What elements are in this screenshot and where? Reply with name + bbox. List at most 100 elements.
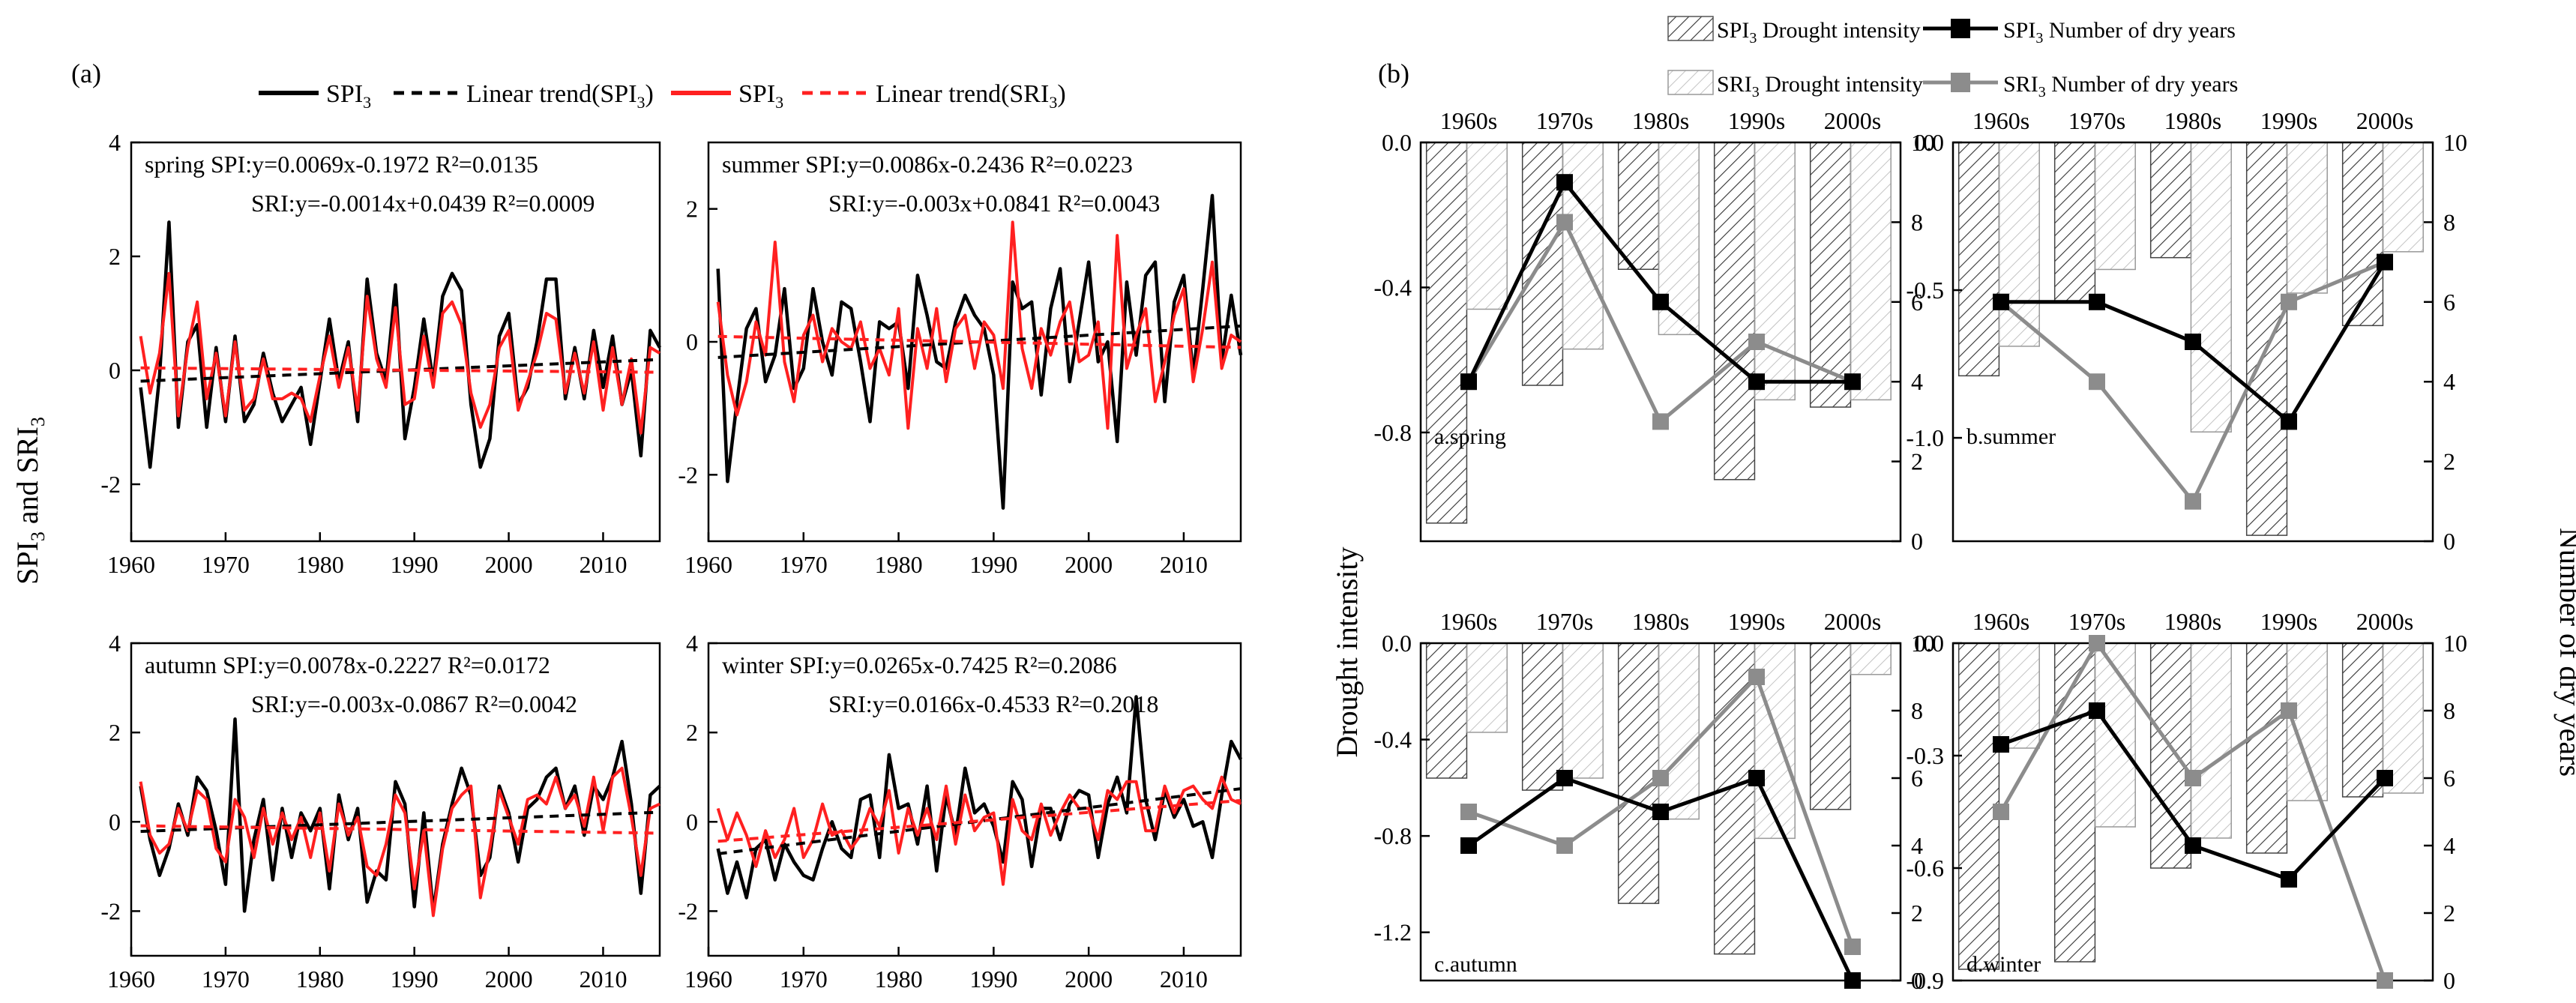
category-label: 1970s (1536, 107, 1593, 134)
category-label: 1980s (1632, 107, 1689, 134)
marker-spi3-dry-years (1993, 736, 2009, 753)
x-tick-label: 1990 (969, 966, 1017, 993)
bar-sri3-intensity (1998, 642, 2040, 749)
y-tick-label: -2 (100, 471, 121, 498)
x-tick-label: 1980 (875, 551, 923, 578)
marker-sri3-dry-years (1556, 837, 1573, 854)
legend-b-sri-intensity: SRI3 Drought intensity (1717, 72, 1923, 100)
x-tick-label: 1980 (296, 551, 344, 578)
equation-annotation: SRI:y=-0.0014x+0.0439 R²=0.0009 (251, 190, 595, 217)
marker-spi3-dry-years (2185, 837, 2201, 854)
y2-tick-label: 4 (1911, 832, 1923, 859)
marker-spi3-dry-years (2089, 702, 2105, 719)
y-tick-label: 4 (109, 129, 121, 156)
season-label: b.summer (1966, 424, 2056, 449)
marker-spi3-dry-years (1993, 293, 2009, 310)
bar-spi3-intensity (1809, 642, 1852, 810)
x-tick-label: 1970 (780, 966, 828, 993)
bar-spi3-intensity (1425, 142, 1468, 524)
y-tick-label: 4 (109, 630, 121, 657)
y-tick-label: 0.0 (1914, 129, 1944, 156)
y-tick-label: -0.4 (1373, 726, 1412, 753)
bar-spi3-intensity (2149, 142, 2192, 259)
legend-b-spi-dry: SPI3 Number of dry years (2003, 18, 2236, 46)
category-label: 1960s (1440, 107, 1497, 134)
bar-sri3-intensity (2382, 142, 2424, 253)
legend-spi-label: SPI3 (326, 80, 371, 112)
bar-spi3-intensity (1617, 142, 1660, 271)
x-tick-label: 2000 (485, 551, 533, 578)
line-panel-a-autumn: 1960 1970 1980 1990 2000 2010 -2 0 2 4 autumn SPI:… (100, 630, 661, 993)
y2-tick-label: 6 (2443, 765, 2455, 792)
legend-sri-trend-label: Linear trend(SRI3) (876, 80, 1066, 112)
bar-spi3-intensity (1713, 142, 1756, 481)
bar-spi3-intensity (1957, 642, 2000, 970)
x-tick-label: 1980 (296, 966, 344, 993)
bar-spi3-intensity (2245, 642, 2288, 854)
x-tick-label: 1970 (202, 551, 250, 578)
bar-panel-b-spring: 1960s 1970s 1980s 1990s 2000s 0.0 -0.4 -0.8 0 2 4 6… (1373, 107, 1935, 555)
legend-spi-trend-label: Linear trend(SPI3) (466, 80, 654, 112)
x-tick-label: 1980 (875, 966, 923, 993)
y-tick-label: 0.0 (1382, 630, 1412, 657)
marker-sri3-dry-years (2281, 702, 2297, 719)
equation-annotation: SRI:y=-0.003x+0.0841 R²=0.0043 (828, 190, 1160, 217)
bar-spi3-intensity (1957, 142, 2000, 377)
y-tick-label: -0.9 (1906, 967, 1944, 994)
series-line-sri3 (716, 775, 1242, 886)
bar-sri3-intensity (1466, 142, 1508, 310)
bar-spi3-intensity (1713, 642, 1756, 955)
marker-spi3-dry-years (1556, 770, 1573, 786)
bar-sri3-intensity (2190, 142, 2232, 433)
category-label: 1970s (2068, 608, 2125, 635)
bar-panel-b-winter: 1960s 1970s 1980s 1990s 2000s 0.0 -0.3 -0.6 -0.9… (1906, 608, 2467, 994)
y2-tick-label: 6 (1911, 765, 1923, 792)
category-label: 1990s (2260, 107, 2317, 134)
bar-panel-b-autumn: 1960s 1970s 1980s 1990s 2000s 0.0 -0.4 -0.8 -1.2… (1373, 608, 1935, 994)
plot-frame (1419, 642, 1902, 982)
marker-spi3-dry-years (1556, 174, 1573, 191)
y2-tick-label: 0 (2443, 967, 2455, 994)
x-tick-label: 2010 (579, 551, 627, 578)
y-tick-label: 0 (109, 357, 121, 384)
trend-line-sri3 (717, 798, 1242, 843)
bar-panel-b-summer: 1960s 1970s 1980s 1990s 2000s 0.0 -0.5 -1.0 0 2 4 6… (1906, 107, 2467, 555)
x-tick-label: 2000 (485, 966, 533, 993)
category-label: 1970s (2068, 107, 2125, 134)
line-panel-a-winter: 1960 1970 1980 1990 2000 2010 -2 0 2 4 winter SPI:… (678, 630, 1242, 993)
marker-sri3-dry-years (1460, 804, 1477, 820)
panel-b-legend: SPI3 Drought intensity SPI3 Number of dr… (1667, 16, 2238, 100)
y2-tick-label: 6 (1911, 289, 1923, 316)
marker-sri3-dry-years (2185, 770, 2201, 786)
category-label: 1960s (1972, 107, 2029, 134)
x-tick-label: 1990 (391, 966, 439, 993)
y2-tick-label: 2 (2443, 448, 2455, 475)
plot-frame (130, 642, 661, 957)
bar-spi3-intensity (2053, 142, 2096, 303)
bar-sri3-intensity (1562, 642, 1604, 779)
marker-sri3-dry-years (1652, 413, 1669, 430)
marker-spi3-dry-years (1844, 373, 1861, 391)
y2-tick-label: 10 (1911, 129, 1935, 156)
x-tick-label: 1970 (780, 551, 828, 578)
category-label: 1990s (1728, 608, 1785, 635)
plot-frame (130, 141, 661, 543)
y2-tick-label: 8 (2443, 208, 2455, 235)
category-label: 1960s (1972, 608, 2029, 635)
x-tick-label: 1960 (684, 551, 732, 578)
panel-a-label: (a) (71, 58, 101, 88)
plot-frame (1419, 141, 1902, 543)
y2-tick-label: 4 (1911, 368, 1923, 395)
series-line-spi3 (716, 193, 1243, 510)
y-tick-label: -0.8 (1373, 419, 1412, 446)
y-tick-label: -0.8 (1373, 822, 1412, 849)
category-label: 1980s (1632, 608, 1689, 635)
y2-tick-label: 6 (2443, 289, 2455, 316)
category-label: 1970s (1536, 608, 1593, 635)
legend-b-spi-intensity: SPI3 Drought intensity (1717, 18, 1921, 46)
marker-spi3-dry-years (1652, 804, 1669, 820)
line-panel-a-summer: 1960 1970 1980 1990 2000 2010 -2 0 2 summer SPI:y… (678, 141, 1243, 578)
x-tick-label: 1960 (107, 966, 155, 993)
y2-tick-label: 4 (2443, 832, 2455, 859)
equation-annotation: winter SPI:y=0.0265x-0.7425 R²=0.2086 (722, 651, 1117, 678)
